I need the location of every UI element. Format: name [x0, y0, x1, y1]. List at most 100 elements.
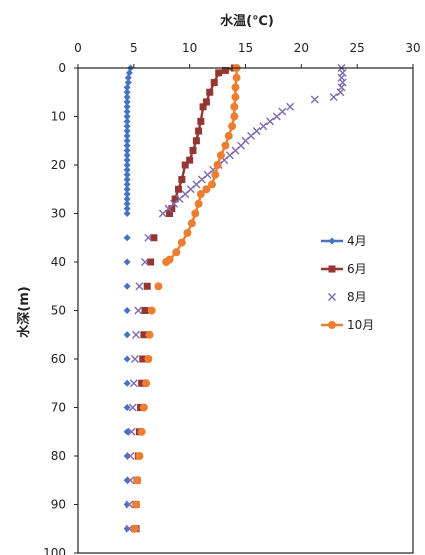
data-point: [123, 171, 131, 179]
legend-label: 6月: [347, 262, 367, 276]
legend-item: 10月: [321, 318, 374, 332]
data-point: [123, 525, 131, 533]
data-point: [162, 258, 171, 266]
data-point: [123, 166, 131, 174]
data-point: [175, 185, 182, 193]
data-point: [126, 476, 135, 485]
data-point: [123, 98, 131, 106]
y-tick-label: 10: [51, 110, 66, 124]
legend-item: 6月: [321, 262, 367, 276]
data-point: [231, 83, 240, 92]
data-point: [123, 93, 131, 101]
data-point: [186, 156, 194, 164]
data-point: [166, 210, 174, 217]
data-point: [140, 331, 148, 339]
data-point: [123, 88, 131, 96]
data-point: [123, 180, 131, 188]
data-point: [123, 113, 131, 120]
x-tick-label: 30: [405, 41, 420, 55]
y-tick-label: 60: [51, 352, 66, 366]
legend-label: 4月: [347, 234, 367, 248]
data-point: [336, 88, 345, 97]
data-point: [123, 210, 131, 217]
data-point: [130, 524, 139, 533]
data-point: [125, 524, 134, 533]
x-tick-label: 10: [182, 41, 197, 55]
series-2: [132, 64, 238, 533]
data-point: [147, 258, 155, 266]
data-point: [139, 355, 147, 363]
data-point: [123, 83, 131, 91]
legend-marker: [328, 293, 336, 301]
x-axis-title: 水温(℃): [220, 13, 274, 29]
data-point: [211, 170, 220, 179]
data-point: [123, 195, 131, 203]
data-point: [123, 307, 131, 314]
data-point: [230, 102, 239, 111]
data-point: [202, 98, 210, 106]
y-tick-label: 0: [58, 61, 66, 75]
data-point: [191, 209, 200, 218]
data-point: [171, 195, 179, 203]
data-point: [123, 200, 131, 208]
data-point: [135, 282, 144, 291]
data-point: [123, 190, 131, 198]
data-point: [216, 151, 225, 160]
series-3: [125, 64, 347, 533]
data-point: [189, 146, 197, 154]
plot-area-frame: [77, 67, 414, 554]
data-point: [215, 69, 223, 77]
data-point: [123, 117, 131, 125]
legend-label: 10月: [347, 318, 374, 332]
data-point: [158, 209, 167, 218]
data-point: [221, 66, 229, 74]
y-axis-ticks: 0 10 20 30 40 50 60 70 80 90 100: [43, 61, 78, 555]
y-axis-title: 水深(m): [16, 286, 32, 337]
data-point: [144, 355, 153, 363]
legend-item: 4月: [321, 234, 367, 248]
data-point: [123, 127, 131, 135]
legend-marker: [328, 265, 336, 273]
data-point: [145, 330, 154, 339]
data-point: [228, 122, 237, 131]
data-point: [123, 108, 131, 116]
data-point: [124, 74, 132, 82]
data-point: [329, 93, 338, 102]
data-point: [139, 403, 148, 412]
data-point: [286, 102, 295, 111]
data-point: [206, 88, 214, 96]
x-tick-label: 0: [74, 41, 82, 55]
data-point: [144, 233, 153, 242]
data-point: [133, 476, 142, 485]
legend-label: 8月: [347, 290, 367, 304]
data-point: [137, 427, 146, 436]
y-tick-label: 40: [51, 255, 66, 269]
x-tick-label: 25: [350, 41, 365, 55]
data-point: [338, 78, 347, 87]
data-point: [143, 282, 151, 290]
data-point: [177, 238, 186, 247]
y-tick-label: 70: [51, 401, 66, 415]
data-point: [337, 73, 346, 82]
data-point: [192, 137, 200, 145]
data-point: [123, 331, 131, 339]
data-point: [187, 219, 196, 228]
data-point: [210, 79, 218, 87]
data-point: [138, 379, 146, 387]
data-point: [172, 248, 181, 257]
data-point: [142, 379, 151, 388]
data-point: [231, 93, 240, 102]
data-point: [259, 122, 268, 131]
data-point: [123, 146, 131, 154]
data-point: [129, 379, 138, 388]
data-point: [125, 69, 133, 77]
data-point: [141, 258, 149, 266]
data-point: [123, 404, 131, 411]
data-point: [130, 355, 139, 363]
legend-item: 8月: [328, 290, 367, 304]
data-point: [124, 79, 132, 87]
data-point: [338, 68, 347, 77]
y-tick-label: 50: [51, 304, 66, 318]
legend-marker: [328, 321, 336, 329]
